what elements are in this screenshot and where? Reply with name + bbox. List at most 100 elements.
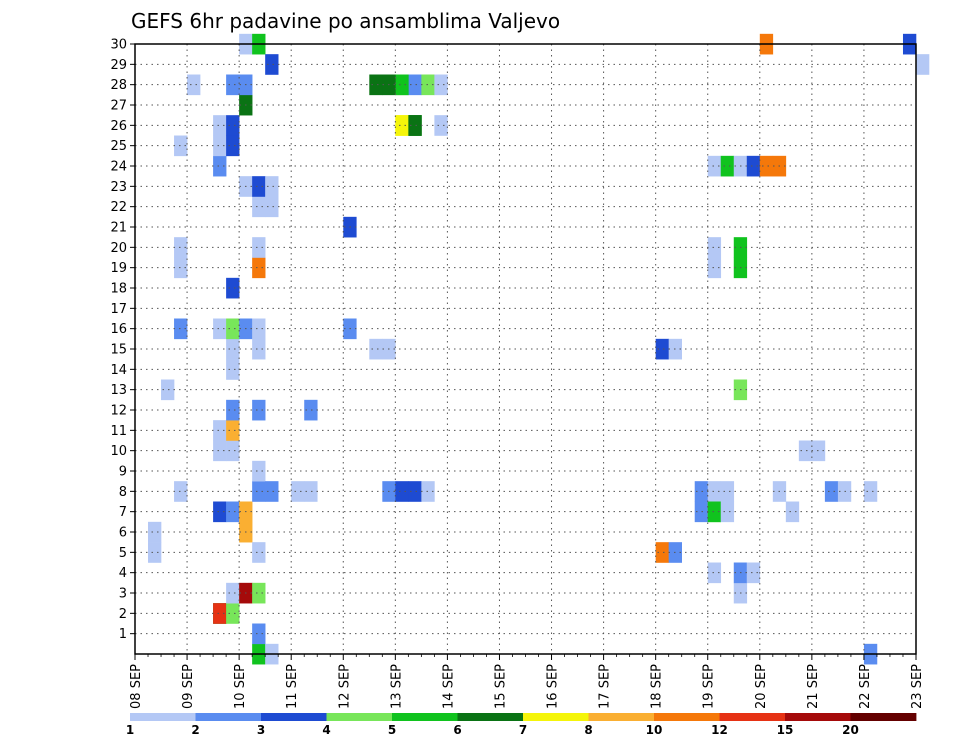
precip-cell [916,54,930,75]
precip-cell [265,481,279,502]
x-tick-label: 08 SEP [129,664,144,709]
y-tick-label: 21 [110,221,127,236]
precip-cell [226,318,240,340]
legend-swatch [130,713,196,721]
y-tick-label: 10 [110,444,127,459]
precip-cell [148,521,162,543]
precip-cell [408,74,422,96]
precip-cell [226,115,240,136]
x-tick-label: 21 SEP [806,664,821,709]
y-tick-label: 13 [110,383,127,398]
x-tick-label: 12 SEP [337,664,352,709]
legend-swatch [523,713,589,721]
precip-cell [369,74,383,96]
precip-cell [369,338,383,360]
precip-cell [434,115,448,136]
precip-cell [213,603,227,624]
precip-cell [226,135,240,157]
x-tick-label: 16 SEP [546,664,561,709]
y-tick-label: 7 [119,505,127,520]
precip-cell [395,481,409,502]
legend-label: 10 [646,723,663,737]
precip-cell [213,115,227,136]
precip-cell [252,623,266,645]
precip-cell [707,562,722,584]
y-tick-label: 11 [110,424,127,439]
precip-cell [421,74,435,96]
x-tick-label: 18 SEP [650,664,665,709]
precip-cell [226,359,240,380]
precip-cell [694,481,709,502]
y-tick-label: 30 [110,38,127,53]
precip-cell [187,74,201,96]
legend-label: 8 [584,723,592,737]
y-tick-label: 25 [110,139,127,154]
precip-cell [395,115,409,136]
legend-swatch [719,713,786,721]
precip-cell [252,257,266,279]
y-tick-label: 5 [119,546,127,561]
precip-cell [213,155,227,177]
legend-swatch [588,713,655,721]
precip-cell [265,196,279,218]
precip-cell [252,542,266,563]
legend-swatch [785,713,851,721]
precip-cell [213,501,227,523]
grid-layer [135,43,916,654]
precip-cell [161,379,175,401]
y-tick-label: 15 [110,343,127,358]
precip-cell [252,399,266,421]
precip-cell [720,481,735,502]
legend-label: 6 [453,723,461,737]
legend-swatch [195,713,262,721]
precip-cell [174,237,188,258]
y-tick-label: 18 [110,282,127,297]
x-tick-label: 17 SEP [598,664,613,709]
y-tick-label: 1 [119,627,127,642]
precip-cell [252,176,266,197]
legend-swatch [654,713,720,721]
precip-cell [707,501,722,523]
precip-cell [226,399,240,421]
x-tick-label: 20 SEP [754,664,769,709]
legend-swatch [850,713,917,721]
y-tick-label: 2 [119,607,127,622]
precip-cell [265,176,279,197]
precip-cell [252,338,266,360]
legend-label: 4 [322,723,330,737]
legend-swatch [457,713,524,721]
y-tick-label: 24 [110,160,127,175]
precip-cell [226,582,240,604]
precip-cell [707,257,722,279]
precip-cell [226,440,240,462]
precip-cell [304,399,318,421]
legend-swatch [261,713,327,721]
x-tick-label: 14 SEP [441,664,456,709]
precip-cell [226,501,240,523]
x-tick-label: 15 SEP [494,664,509,709]
y-tick-label: 26 [110,119,127,134]
precip-cell [291,481,305,502]
x-tick-label: 22 SEP [858,664,873,709]
legend-label: 12 [711,723,728,737]
precip-cell [421,481,435,502]
legend-label: 15 [777,723,794,737]
precip-cell [226,420,240,441]
legend-label: 2 [191,723,199,737]
precip-cell [408,115,422,136]
precip-cell [252,237,266,258]
cells-layer [148,33,930,665]
y-tick-label: 29 [110,58,127,73]
precip-cell [226,277,240,299]
y-tick-label: 20 [110,241,127,256]
precip-cell [811,440,826,462]
precip-cell [174,135,188,157]
y-tick-label: 9 [119,465,127,480]
precip-cell [759,155,774,177]
precip-cell [798,440,813,462]
precip-cell [213,440,227,462]
y-tick-label: 16 [110,322,127,337]
y-tick-label: 12 [110,404,127,419]
precip-cell [304,481,318,502]
y-tick-label: 6 [119,526,127,541]
